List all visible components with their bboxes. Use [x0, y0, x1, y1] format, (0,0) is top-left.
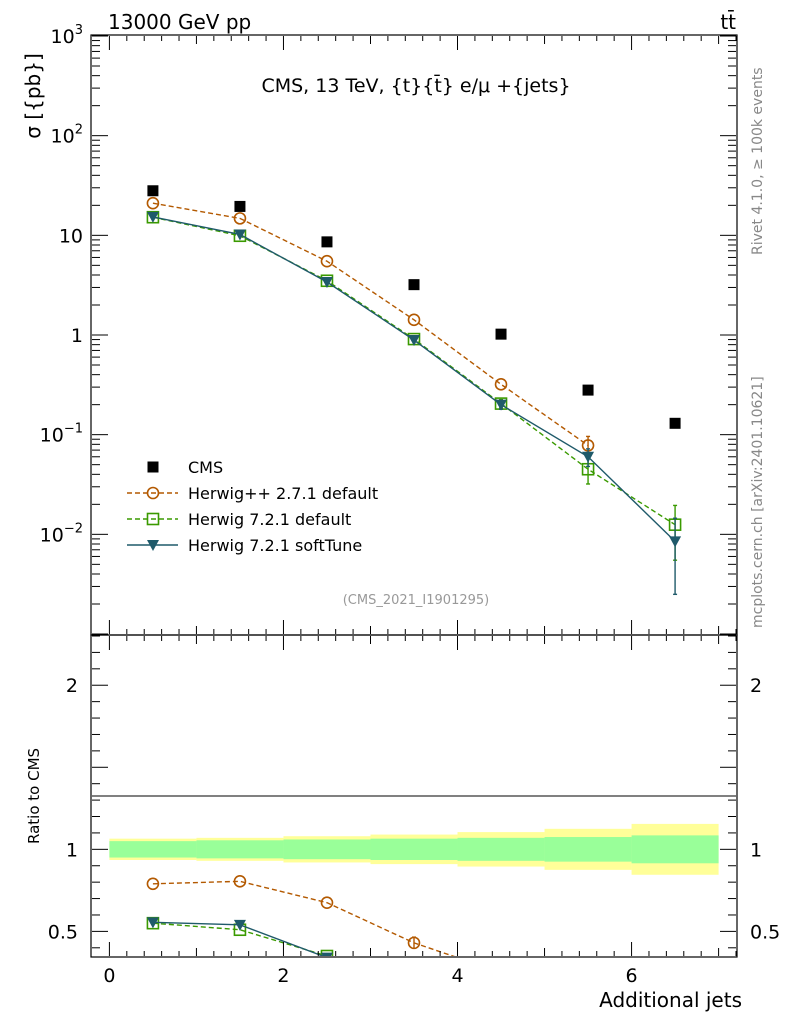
- ratio-point: [146, 917, 159, 929]
- ratio-tick-label: 2: [66, 675, 78, 697]
- data-point: [495, 399, 508, 411]
- data-point: [146, 211, 159, 223]
- data-point: [408, 335, 420, 347]
- legend-label: CMS: [188, 458, 223, 477]
- ratio-band: [109, 823, 719, 875]
- data-point: [495, 328, 507, 340]
- ratio-panel: 0.5 0.5 1 1 2 2 0 2 4 6 Ratio to CMS Additional …: [25, 36, 780, 1012]
- data-point: [233, 212, 247, 225]
- ratio-point: [583, 975, 594, 986]
- band-inner: [457, 837, 545, 861]
- ratio-point: [320, 896, 334, 909]
- ratio-tick-label-right: 0.5: [750, 921, 780, 943]
- ratio-tick-label-right: 2: [750, 675, 762, 697]
- data-point: [408, 279, 420, 291]
- ratio-point: [496, 967, 507, 978]
- ratio-tick-label: 0.5: [48, 921, 78, 943]
- y-tick-label: 102: [51, 123, 83, 148]
- ratio-point: [407, 936, 421, 950]
- data-point: [233, 229, 246, 241]
- main-series: [146, 185, 682, 596]
- ratio-point: [495, 976, 507, 987]
- legend-marker: [146, 486, 160, 500]
- ratio-y-axis-label: Ratio to CMS: [25, 748, 43, 844]
- x-axis-label: Additional jets: [599, 988, 742, 1012]
- mcplots-label: mcplots.cern.ch [arXiv:2401.10621]: [750, 376, 766, 628]
- ratio-point: [582, 976, 594, 987]
- ratio-point: [233, 875, 247, 888]
- band-inner: [196, 840, 284, 859]
- data-point: [669, 417, 681, 429]
- ratio-line: [152, 922, 333, 956]
- y-tick-label: 10−1: [40, 422, 83, 447]
- ratio-point: [146, 877, 160, 891]
- data-point: [234, 200, 246, 212]
- data-point: [146, 196, 160, 210]
- data-point: [320, 277, 333, 289]
- data-point: [320, 254, 334, 268]
- legend-marker: [146, 512, 160, 526]
- band-inner: [544, 837, 632, 862]
- ratio-y-axis: 0.5 0.5 1 1 2 2: [48, 635, 780, 949]
- x-tick-label: 2: [277, 965, 289, 987]
- data-point: [494, 378, 508, 391]
- rivet-version-label: Rivet 4.1.0, ≥ 100k events: [750, 67, 766, 255]
- legend: CMS Herwig++ 2.7.1 default Herwig 7.2.1 de…: [127, 458, 378, 555]
- x-tick-label: 0: [103, 965, 115, 987]
- ratio-series: [146, 875, 594, 993]
- y-tick-label: 10: [59, 225, 83, 247]
- ratio-tick-label-right: 1: [750, 839, 762, 861]
- ratio-frame: [90, 634, 738, 958]
- ratio-point: [320, 949, 334, 956]
- series-line: [152, 202, 589, 446]
- series-line: [152, 216, 676, 526]
- y-tick-label: 103: [51, 23, 83, 48]
- x-tick-label: 6: [626, 965, 638, 987]
- ratio-tick-label: 1: [66, 839, 78, 861]
- data-point: [407, 313, 421, 327]
- legend-label: Herwig 7.2.1 default: [188, 510, 351, 529]
- header-energy-label: 13000 GeV pp: [108, 10, 251, 34]
- y-axis-label: σ [{pb}]: [21, 53, 45, 138]
- band-inner: [109, 841, 197, 858]
- ratio-point: [408, 962, 420, 973]
- legend-label: Herwig 7.2.1 softTune: [188, 536, 362, 555]
- data-point: [321, 236, 333, 248]
- legend-label: Herwig++ 2.7.1 default: [188, 484, 378, 503]
- data-point: [669, 536, 682, 548]
- legend-marker: [147, 540, 159, 551]
- y-tick-label: 1: [71, 325, 83, 347]
- legend-marker: [147, 461, 159, 473]
- y-tick-label: 10−2: [40, 521, 83, 546]
- band-inner: [283, 839, 371, 860]
- ratio-point: [496, 975, 507, 986]
- chart-title: CMS, 13 TeV, {t}{t̄} e/μ +{jets}: [261, 73, 570, 97]
- band-inner: [370, 838, 458, 860]
- ratio-point: [409, 962, 420, 973]
- ratio-point: [320, 952, 333, 956]
- data-point: [582, 384, 594, 396]
- x-axis: 0 2 4 6: [103, 36, 737, 987]
- band-inner: [631, 835, 719, 864]
- header-process-label: tt̄: [720, 9, 736, 34]
- ratio-line: [152, 880, 455, 956]
- x-tick-label: 4: [451, 965, 463, 987]
- data-point: [147, 185, 159, 197]
- ratio-point: [583, 982, 594, 993]
- ratio-point: [233, 919, 246, 931]
- analysis-label: (CMS_2021_I1901295): [343, 593, 490, 608]
- ratio-line: [152, 921, 325, 956]
- data-point: [582, 451, 595, 463]
